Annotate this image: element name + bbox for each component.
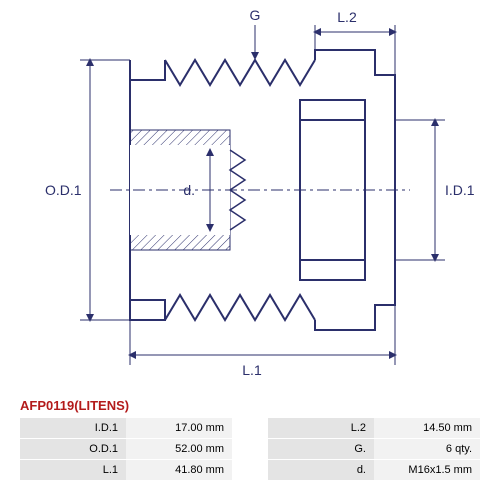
spec-value: 52.00 mm: [126, 439, 232, 460]
label-l2: L.2: [337, 9, 357, 25]
spec-value: 41.80 mm: [126, 460, 232, 481]
spec-value: 6 qty.: [374, 439, 480, 460]
label-od1: O.D.1: [45, 182, 82, 198]
spec-label: L.2: [268, 418, 374, 439]
spec-label: L.1: [20, 460, 126, 481]
spec-value: M16x1.5 mm: [374, 460, 480, 481]
label-g: G: [250, 7, 261, 23]
spec-value: 14.50 mm: [374, 418, 480, 439]
spec-value: 17.00 mm: [126, 418, 232, 439]
spec-label: O.D.1: [20, 439, 126, 460]
spec-table: I.D.1 17.00 mm L.2 14.50 mm O.D.1 52.00 …: [20, 418, 480, 481]
part-title: AFP0119(LITENS): [20, 398, 129, 413]
table-row: L.1 41.80 mm d. M16x1.5 mm: [20, 460, 480, 481]
spec-label: d.: [268, 460, 374, 481]
table-row: I.D.1 17.00 mm L.2 14.50 mm: [20, 418, 480, 439]
spec-label: I.D.1: [20, 418, 126, 439]
label-l1: L.1: [242, 362, 262, 378]
spec-label: G.: [268, 439, 374, 460]
label-id1: I.D.1: [445, 182, 475, 198]
technical-drawing: O.D.1 I.D.1 L.1 L.2 G d.: [0, 0, 500, 390]
label-d: d.: [183, 182, 195, 198]
table-row: O.D.1 52.00 mm G. 6 qty.: [20, 439, 480, 460]
